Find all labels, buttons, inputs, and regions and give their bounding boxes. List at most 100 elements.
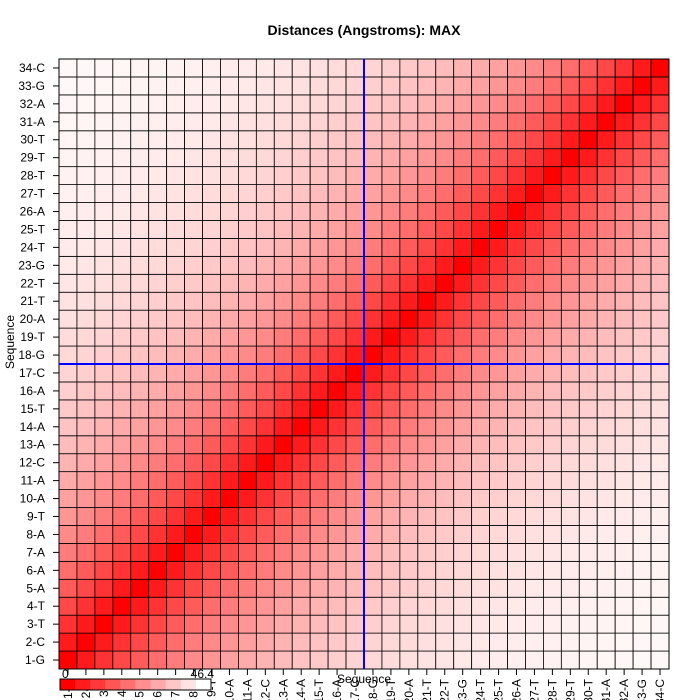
heatmap-cell [309, 94, 329, 114]
heatmap-cell [453, 255, 473, 275]
heatmap-cell [543, 58, 562, 78]
heatmap-cell [130, 560, 150, 580]
heatmap-cell [543, 291, 562, 311]
heatmap-cell [112, 58, 132, 78]
heatmap-cell [273, 614, 293, 634]
heatmap-cell [255, 453, 275, 473]
heatmap-cell [471, 507, 490, 526]
heatmap-cell [166, 435, 185, 455]
heatmap-cell [596, 596, 616, 616]
heatmap-cell [273, 309, 293, 329]
heatmap-cell [507, 578, 526, 598]
heatmap-cell [417, 614, 437, 634]
heatmap-cell [58, 578, 78, 598]
heatmap-cell [184, 363, 203, 383]
heatmap-cell [543, 112, 562, 132]
heatmap-cell [507, 632, 526, 652]
heatmap-cell [112, 543, 132, 562]
heatmap-cell [94, 525, 114, 544]
heatmap-cell [238, 238, 257, 257]
heatmap-cell [255, 614, 275, 634]
heatmap-cell [507, 327, 526, 347]
heatmap-cell [309, 650, 329, 670]
heatmap-cell [525, 291, 544, 311]
heatmap-cell [327, 58, 347, 78]
heatmap-cell [255, 255, 275, 275]
heatmap-cell [453, 166, 473, 185]
heatmap-cell [238, 560, 257, 580]
heatmap-cell [453, 202, 473, 221]
heatmap-cell [596, 543, 616, 562]
heatmap-cell [220, 130, 239, 150]
y-tick-label: 3-T [27, 617, 46, 631]
heatmap-cell [309, 417, 329, 437]
heatmap-cell [650, 399, 670, 419]
heatmap-cell [435, 650, 455, 670]
heatmap-cell [238, 453, 257, 473]
heatmap-cell [273, 560, 293, 580]
heatmap-cell [471, 94, 490, 114]
heatmap-cell [345, 58, 365, 78]
heatmap-cell [112, 650, 132, 670]
heatmap-cell [578, 507, 598, 526]
heatmap-cell [238, 273, 257, 293]
heatmap-cell [435, 471, 455, 490]
heatmap-cell [94, 381, 114, 401]
heatmap-cell [112, 578, 132, 598]
heatmap-cell [94, 399, 114, 419]
heatmap-cell [435, 507, 455, 526]
heatmap-cell [112, 166, 132, 185]
heatmap-cell [632, 578, 652, 598]
heatmap-cell [614, 202, 634, 221]
heatmap-cell [543, 238, 562, 257]
heatmap-cell [166, 525, 185, 544]
heatmap-cell [543, 560, 562, 580]
heatmap-cell [112, 560, 132, 580]
heatmap-cell [76, 650, 96, 670]
heatmap-cell [345, 435, 365, 455]
heatmap-cell [543, 273, 562, 293]
x-tick-label: 20-A [402, 679, 416, 700]
heatmap-cell [291, 489, 311, 508]
heatmap-cell [184, 578, 203, 598]
heatmap-cell [417, 435, 437, 455]
heatmap-cell [112, 632, 132, 652]
heatmap-cell [94, 184, 114, 203]
y-axis-label: Sequence [3, 315, 17, 369]
heatmap-cell [614, 273, 634, 293]
heatmap-cell [94, 148, 114, 168]
heatmap-cell [238, 632, 257, 652]
heatmap-cell [489, 58, 508, 78]
heatmap-cell [309, 632, 329, 652]
heatmap-cell [130, 543, 150, 562]
heatmap-cell [525, 327, 544, 347]
heatmap-cell [489, 166, 508, 185]
heatmap-cell [525, 166, 544, 185]
heatmap-cell [220, 220, 239, 239]
heatmap-cell [650, 238, 670, 257]
heatmap-cell [381, 148, 401, 168]
heatmap-cell [202, 148, 221, 168]
heatmap-cell [94, 596, 114, 616]
heatmap-cell [273, 417, 293, 437]
heatmap-cell [632, 58, 652, 78]
heatmap-cell [220, 453, 239, 473]
heatmap-cell [76, 220, 96, 239]
heatmap-cell [255, 220, 275, 239]
heatmap-cell [309, 525, 329, 544]
heatmap-cell [58, 560, 78, 580]
heatmap-cell [435, 255, 455, 275]
heatmap-cell [363, 417, 383, 437]
heatmap-cell [650, 543, 670, 562]
heatmap-cell [58, 363, 78, 383]
heatmap-cell [112, 525, 132, 544]
heatmap-cell [148, 76, 168, 96]
heatmap-cell [255, 166, 275, 185]
heatmap-cell [525, 130, 544, 150]
heatmap-cell [435, 381, 455, 401]
heatmap-cell [632, 184, 652, 203]
heatmap-cell [166, 220, 185, 239]
heatmap-cell [166, 381, 185, 401]
y-axis-tick-labels: 1-G 2-C 3-T 4-T 5-A 6-A 7-A 8-A 9-T 10-A 11-A 12-C 1… [18, 61, 59, 667]
heatmap-cell [560, 76, 580, 96]
